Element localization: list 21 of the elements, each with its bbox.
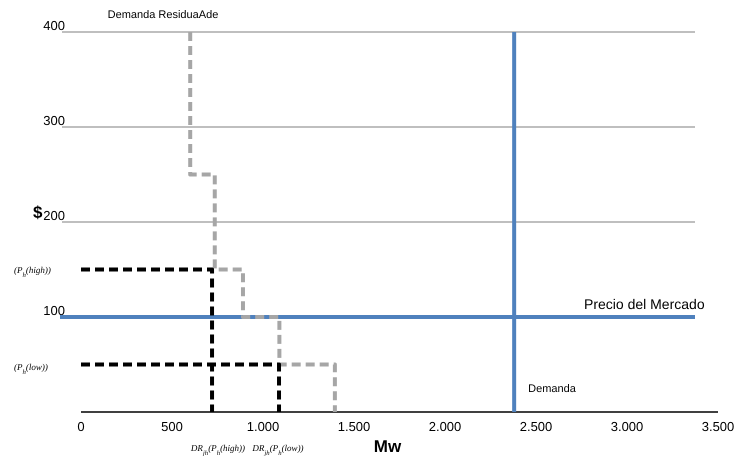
text: DR$_{jh}$(P$_{h}$(low)) <box>251 443 304 456</box>
y-tick-label: 300 <box>43 113 65 128</box>
text: (P$_{h}$(high)) <box>14 265 51 278</box>
text: DR$_{jh}$(P$_{h}$(high)) <box>190 443 246 456</box>
x-tick-label: 500 <box>161 419 183 434</box>
y-tick-label: 100 <box>43 303 65 318</box>
y-tick-label: 200 <box>43 208 65 224</box>
x-axis-title: Mw <box>374 437 402 456</box>
ref-line-label: Precio del Mercado <box>584 296 705 312</box>
text: (P$_{h}$(low)) <box>14 362 48 376</box>
x-tick-label: 1.500 <box>338 419 370 434</box>
x-tick-label: 0 <box>77 419 85 434</box>
x-tick-label: 1.000 <box>246 419 280 434</box>
x-tick-label: 2.000 <box>428 419 462 434</box>
ref-line-label: Demanda <box>528 383 577 395</box>
x-tick-label: 2.500 <box>520 419 552 434</box>
x-tick-label: 3.000 <box>610 419 644 434</box>
y-tick-label: 400 <box>43 18 65 34</box>
text: Demanda ResiduaAde <box>108 9 218 21</box>
x-tick-label: 3.500 <box>702 419 734 434</box>
y-axis-title: $ <box>33 203 43 222</box>
